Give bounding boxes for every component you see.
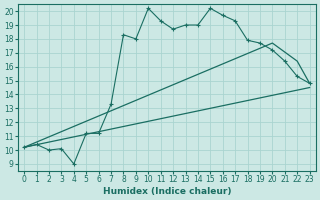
X-axis label: Humidex (Indice chaleur): Humidex (Indice chaleur) [103, 187, 231, 196]
